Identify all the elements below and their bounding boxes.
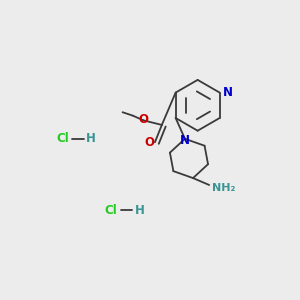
Text: O: O xyxy=(139,113,149,126)
Text: Cl: Cl xyxy=(105,204,118,217)
Text: H: H xyxy=(135,204,145,217)
Text: NH₂: NH₂ xyxy=(212,183,235,193)
Text: N: N xyxy=(223,86,232,99)
Text: O: O xyxy=(145,136,155,149)
Text: Cl: Cl xyxy=(56,132,69,145)
Text: N: N xyxy=(180,134,190,147)
Text: H: H xyxy=(86,132,96,145)
